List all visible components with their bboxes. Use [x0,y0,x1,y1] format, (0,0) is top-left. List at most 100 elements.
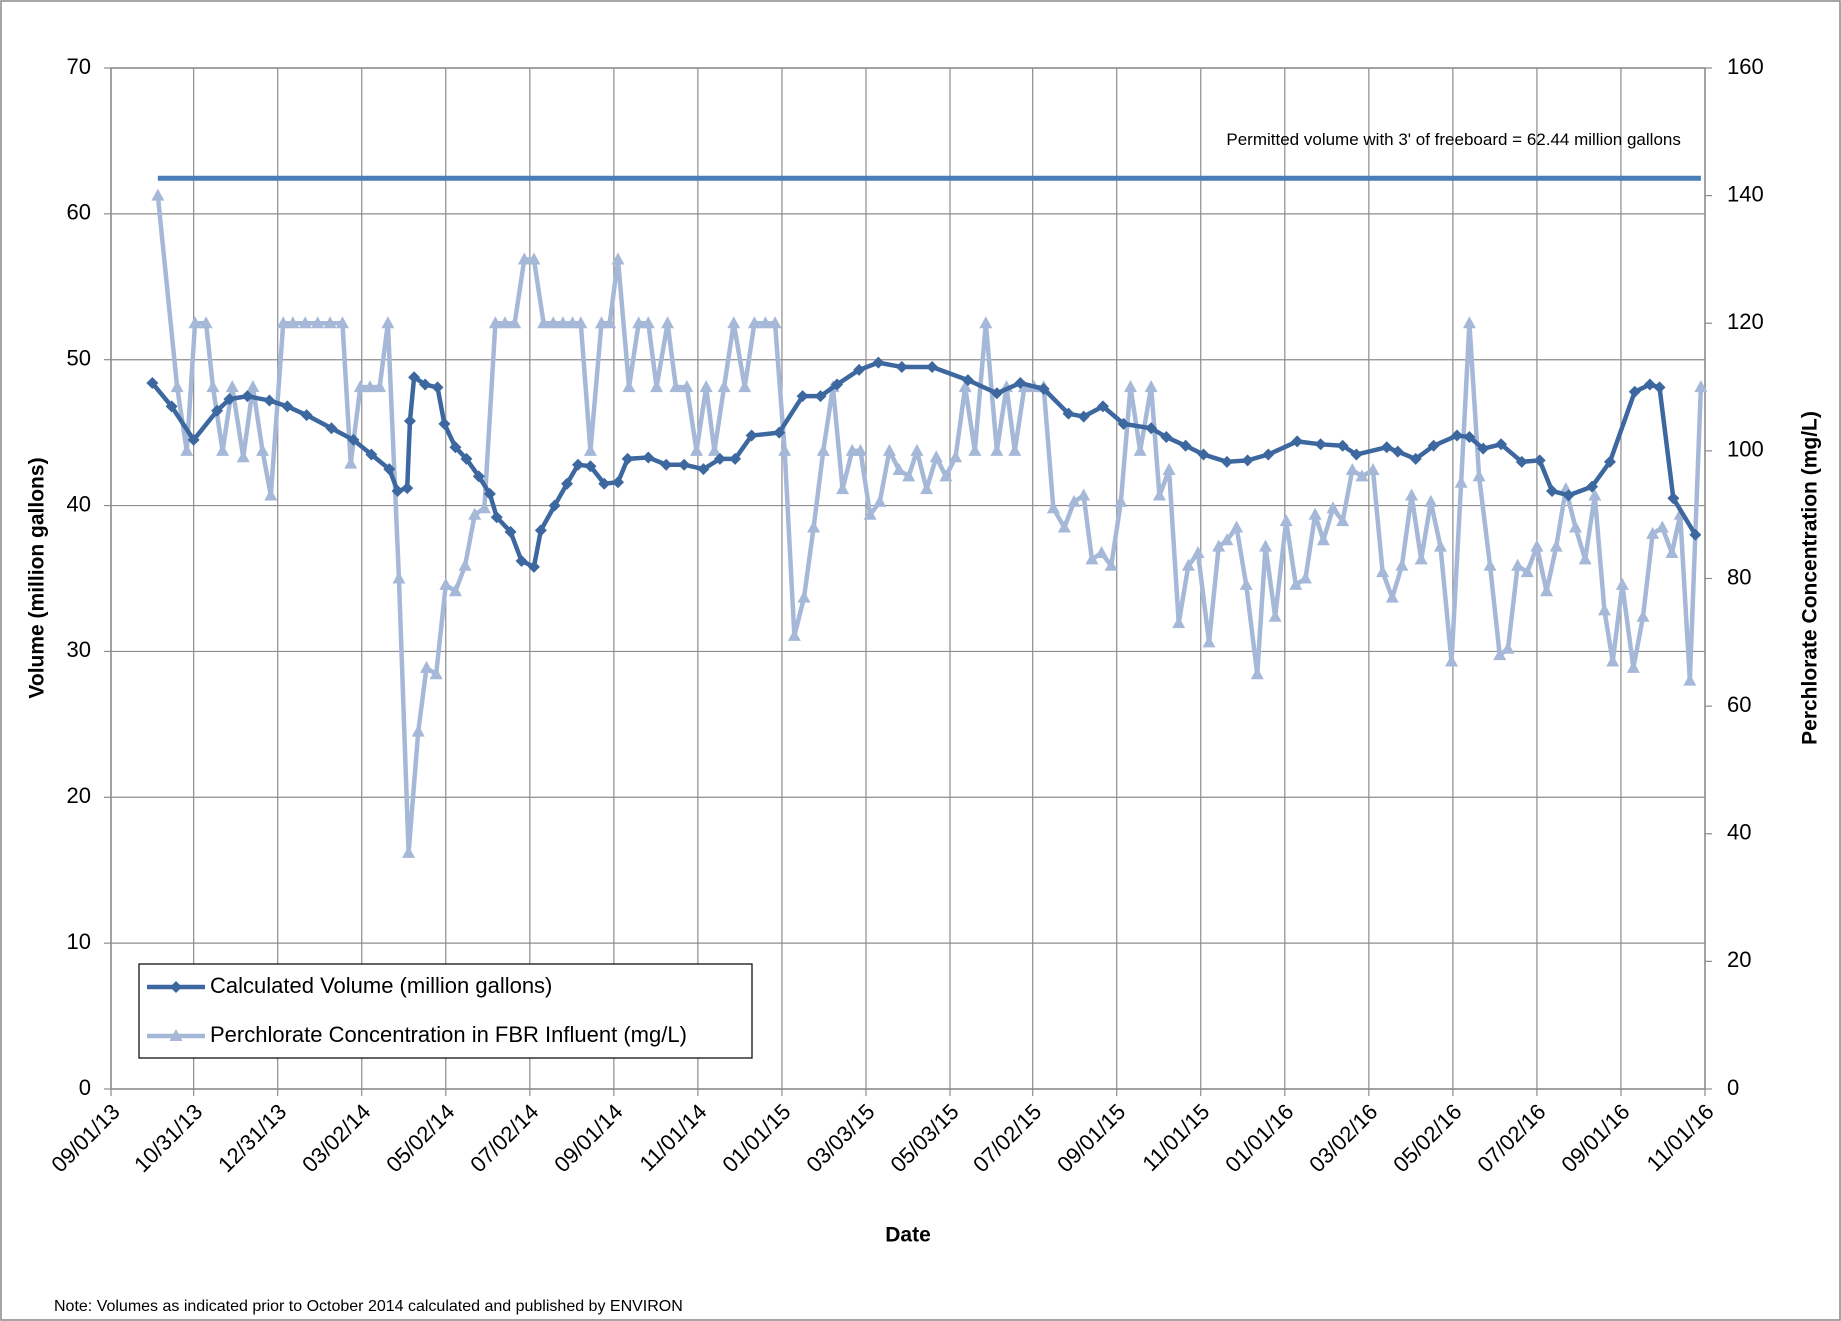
y2-tick-label: 0 [1727,1075,1739,1100]
data-point [717,380,731,393]
data-point [831,378,844,391]
data-point [1355,469,1369,482]
data-point [1463,431,1476,444]
data-point [1326,501,1340,514]
data-point [1568,520,1582,533]
data-point [1104,558,1118,571]
data-point [713,452,726,465]
data-point [429,667,443,680]
data-point [1298,571,1312,584]
data-point [1077,488,1091,501]
data-point [958,380,972,393]
data-point [347,433,360,446]
data-point [165,400,178,413]
data-point [872,356,885,369]
data-point [276,316,290,329]
data-point [707,443,721,456]
data-point [1546,484,1559,497]
data-point [537,316,551,329]
data-point [1197,448,1210,461]
legend-label: Calculated Volume (million gallons) [210,973,552,998]
data-point [468,507,482,520]
x-axis-title: Date [885,1224,931,1247]
data-point [598,477,611,490]
data-point [298,316,312,329]
data-point [1062,407,1075,420]
data-point [1239,577,1253,590]
data-point [1586,480,1599,493]
data-point [1520,565,1534,578]
data-point [650,380,664,393]
data-point [1291,435,1304,448]
data-point [411,724,425,737]
data-point [392,571,406,584]
data-point [1162,463,1176,476]
data-point [1262,448,1275,461]
data-point [902,469,916,482]
data-point [632,316,646,329]
data-point [211,404,224,417]
data-point [335,316,349,329]
data-point [1085,552,1099,565]
data-point [594,316,608,329]
data-point [504,525,517,538]
data-point [1451,429,1464,442]
data-point [836,482,850,495]
data-point [1202,635,1216,648]
data-point [1405,488,1419,501]
data-point [961,374,974,387]
data-point [1114,494,1128,507]
data-point [383,463,396,476]
data-point [391,484,404,497]
data-point [1636,609,1650,622]
data-point [1152,488,1166,501]
y-tick-label: 0 [79,1075,91,1100]
data-point [323,316,337,329]
data-point [225,380,239,393]
data-point [622,380,636,393]
data-point [1603,455,1616,468]
data-point [873,494,887,507]
y2-tick-label: 20 [1727,947,1751,972]
reference-label: Permitted volume with 3' of freeboard = … [1226,130,1680,149]
data-point [926,361,939,374]
data-point [1336,439,1349,452]
data-point [1179,439,1192,452]
data-point [787,628,801,641]
y2-tick-label: 60 [1727,692,1751,717]
data-point [515,554,528,567]
data-point [187,433,200,446]
data-point [561,477,574,490]
data-point [1643,378,1656,391]
data-point [572,458,585,471]
y-tick-label: 30 [67,637,91,662]
data-point [1511,558,1525,571]
data-point [1376,565,1390,578]
data-point [1665,545,1679,558]
data-point [1181,558,1195,571]
data-point [773,426,786,439]
data-point [621,452,634,465]
data-point [363,380,377,393]
legend-box [138,963,753,1059]
data-point [1549,539,1563,552]
data-point [1279,514,1293,527]
data-point [1144,380,1158,393]
data-point [448,584,462,597]
data-point [264,488,278,501]
data-point [853,363,866,376]
data-point [1540,584,1554,597]
data-point [527,252,541,265]
data-point [1160,431,1173,444]
data-point [1385,590,1399,603]
data-point [1314,438,1327,451]
y-tick-label: 20 [67,783,91,808]
data-point [1483,558,1497,571]
data-point [1123,380,1137,393]
data-point [1626,660,1640,673]
data-point [611,252,625,265]
data-point [490,511,503,524]
data-point [1689,528,1702,541]
legend: Calculated Volume (million gallons) Perch… [138,963,753,1059]
